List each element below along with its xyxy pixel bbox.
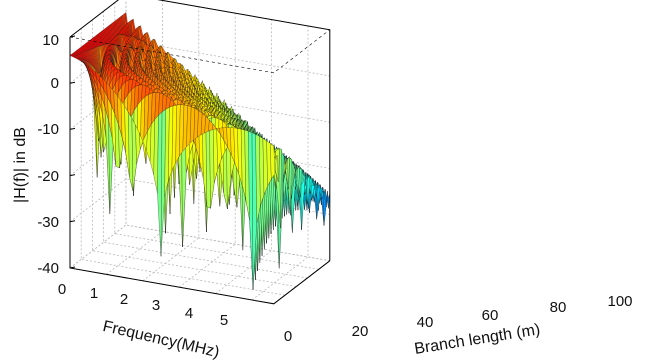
axes-box (69, 0, 331, 305)
surface-mesh (69, 12, 330, 290)
z-tick-labels: 10 0 -10 -20 -30 -40 (37, 32, 59, 277)
x-tick-label: 60 (482, 307, 499, 324)
axis-edge (69, 0, 331, 261)
y-tick-labels: 0 1 2 3 4 5 (58, 281, 228, 329)
z-tick-label: -40 (37, 260, 59, 277)
z-tick-mark (69, 35, 76, 38)
x-tick-label: 20 (352, 323, 369, 340)
y-tick-label: 4 (185, 305, 193, 322)
grid-line (251, 26, 309, 301)
grid-line (69, 85, 330, 130)
z-tick-mark (69, 174, 76, 177)
x-tick-label: 80 (550, 299, 567, 316)
z-tick-label: 0 (51, 75, 59, 92)
z-axis-label: |H(f)| in dB (12, 127, 29, 203)
grid-line (178, 13, 236, 288)
z-tick-label: 10 (42, 32, 59, 49)
z-tick-mark (69, 220, 76, 223)
z-tick-label: -20 (37, 168, 59, 185)
grid-line (69, 224, 330, 269)
y-tick-label: 0 (58, 281, 66, 298)
z-tick-mark (69, 127, 76, 130)
y-tick-label: 3 (152, 297, 160, 314)
x-tick-label: 100 (607, 293, 632, 310)
y-axis-label: Frequency(MHz) (101, 318, 221, 361)
y-tick-label: 1 (90, 285, 98, 302)
grid-line (80, 28, 286, 296)
z-tick-mark (69, 266, 76, 269)
z-tick-label: -30 (37, 214, 59, 231)
grid-line (215, 19, 273, 294)
x-tick-labels: 0 20 40 60 80 100 (284, 293, 633, 345)
grid-line (92, 19, 297, 287)
x-tick-label: 0 (284, 328, 292, 345)
axis-edge (69, 29, 330, 74)
axis-edge (69, 37, 331, 305)
surface-patch (270, 142, 276, 180)
y-tick-label: 2 (120, 291, 128, 308)
z-tick-mark (69, 81, 76, 84)
grid-line (69, 39, 330, 84)
y-tick-label: 5 (220, 312, 228, 329)
z-tick-label: -10 (37, 121, 59, 138)
x-tick-label: 40 (417, 314, 434, 331)
